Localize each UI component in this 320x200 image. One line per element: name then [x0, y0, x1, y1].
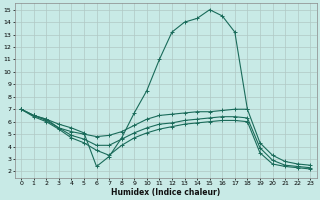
X-axis label: Humidex (Indice chaleur): Humidex (Indice chaleur): [111, 188, 220, 197]
